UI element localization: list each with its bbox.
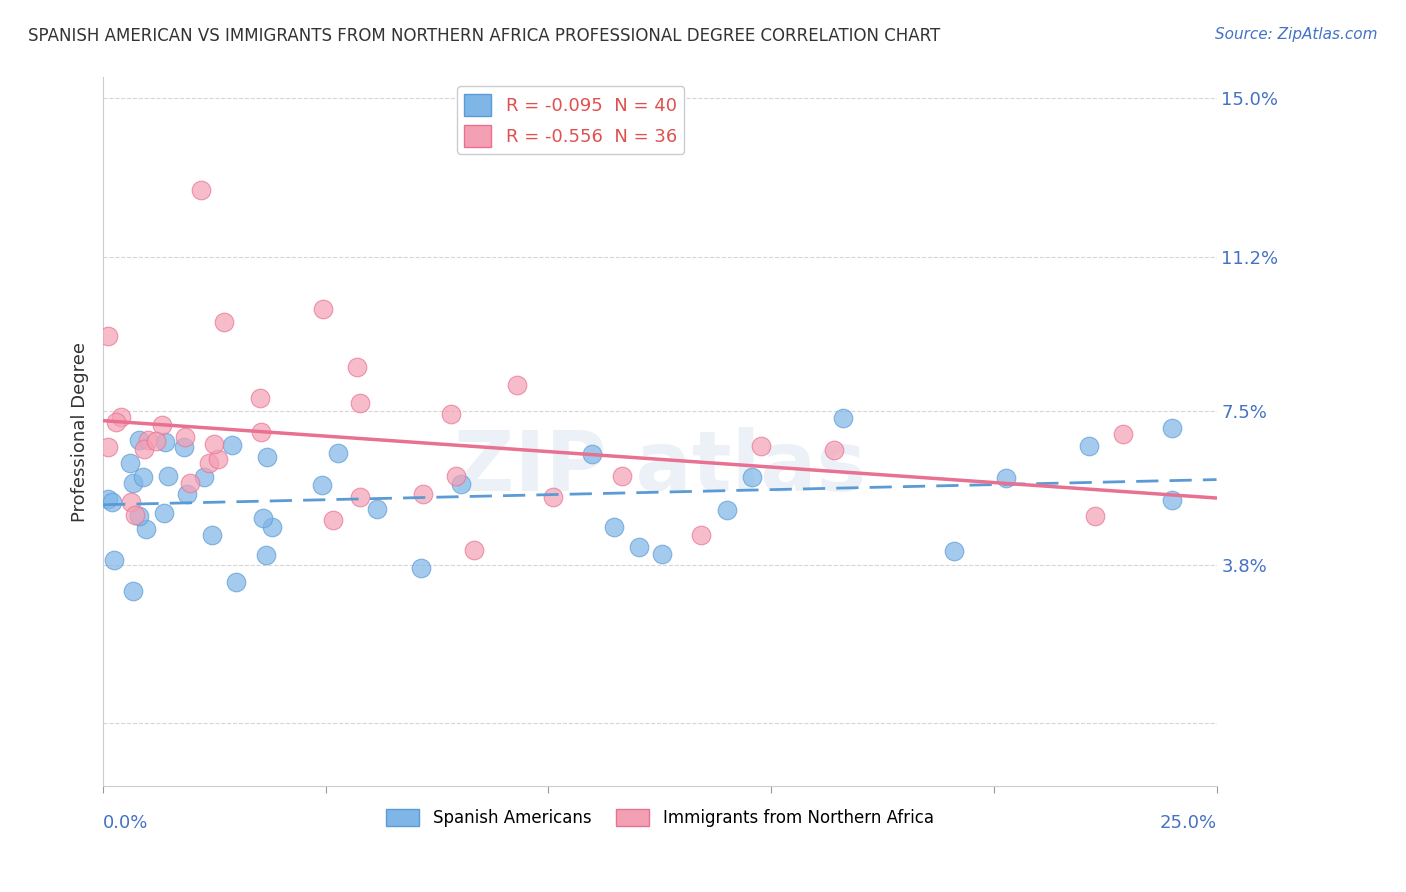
Point [823, 442, 845, 457]
Point [581, 447, 603, 461]
Point [132, 442, 155, 457]
Point [741, 470, 763, 484]
Point [135, 522, 157, 536]
Point [118, 456, 141, 470]
Point [444, 469, 467, 483]
Point [254, 548, 277, 562]
Point [322, 512, 344, 526]
Point [110, 409, 132, 424]
Point [994, 470, 1017, 484]
Point [689, 527, 711, 541]
Point [463, 542, 485, 557]
Point [541, 490, 564, 504]
Point [97, 491, 120, 506]
Point [628, 541, 651, 555]
Point [207, 452, 229, 467]
Point [122, 584, 145, 599]
Legend: Spanish Americans, Immigrants from Northern Africa: Spanish Americans, Immigrants from North… [380, 803, 941, 834]
Point [104, 415, 127, 429]
Point [190, 183, 212, 197]
Point [312, 302, 335, 317]
Point [179, 476, 201, 491]
Point [156, 469, 179, 483]
Point [122, 475, 145, 490]
Point [193, 470, 215, 484]
Point [250, 425, 273, 439]
Point [249, 392, 271, 406]
Point [506, 377, 529, 392]
Point [651, 548, 673, 562]
Point [831, 411, 853, 425]
Text: 25.0%: 25.0% [1160, 814, 1216, 831]
Point [128, 434, 150, 448]
Point [440, 407, 463, 421]
Point [450, 477, 472, 491]
Point [346, 360, 368, 375]
Point [716, 503, 738, 517]
Point [124, 508, 146, 522]
Point [103, 552, 125, 566]
Y-axis label: Professional Degree: Professional Degree [72, 342, 89, 522]
Point [412, 487, 434, 501]
Point [145, 434, 167, 448]
Point [749, 439, 772, 453]
Point [610, 469, 633, 483]
Point [1161, 492, 1184, 507]
Point [1112, 426, 1135, 441]
Point [603, 520, 626, 534]
Point [1084, 509, 1107, 524]
Point [174, 429, 197, 443]
Point [411, 561, 433, 575]
Text: 0.0%: 0.0% [103, 814, 149, 831]
Point [173, 440, 195, 454]
Point [349, 490, 371, 504]
Point [176, 487, 198, 501]
Point [97, 440, 120, 454]
Text: Source: ZipAtlas.com: Source: ZipAtlas.com [1215, 27, 1378, 42]
Point [153, 506, 176, 520]
Point [943, 543, 966, 558]
Point [153, 434, 176, 449]
Point [201, 528, 224, 542]
Text: SPANISH AMERICAN VS IMMIGRANTS FROM NORTHERN AFRICA PROFESSIONAL DEGREE CORRELAT: SPANISH AMERICAN VS IMMIGRANTS FROM NORT… [28, 27, 941, 45]
Text: ZIP atlas: ZIP atlas [454, 426, 866, 508]
Point [132, 469, 155, 483]
Point [221, 438, 243, 452]
Point [1077, 439, 1099, 453]
Point [120, 495, 142, 509]
Point [198, 456, 221, 470]
Point [128, 509, 150, 524]
Point [256, 450, 278, 464]
Point [202, 437, 225, 451]
Point [100, 495, 122, 509]
Point [252, 510, 274, 524]
Point [150, 418, 173, 433]
Point [136, 434, 159, 448]
Point [225, 574, 247, 589]
Point [97, 329, 120, 343]
Point [311, 478, 333, 492]
Point [326, 445, 349, 459]
Point [1161, 421, 1184, 435]
Point [260, 520, 283, 534]
Point [349, 395, 371, 409]
Point [366, 502, 388, 516]
Point [212, 315, 235, 329]
